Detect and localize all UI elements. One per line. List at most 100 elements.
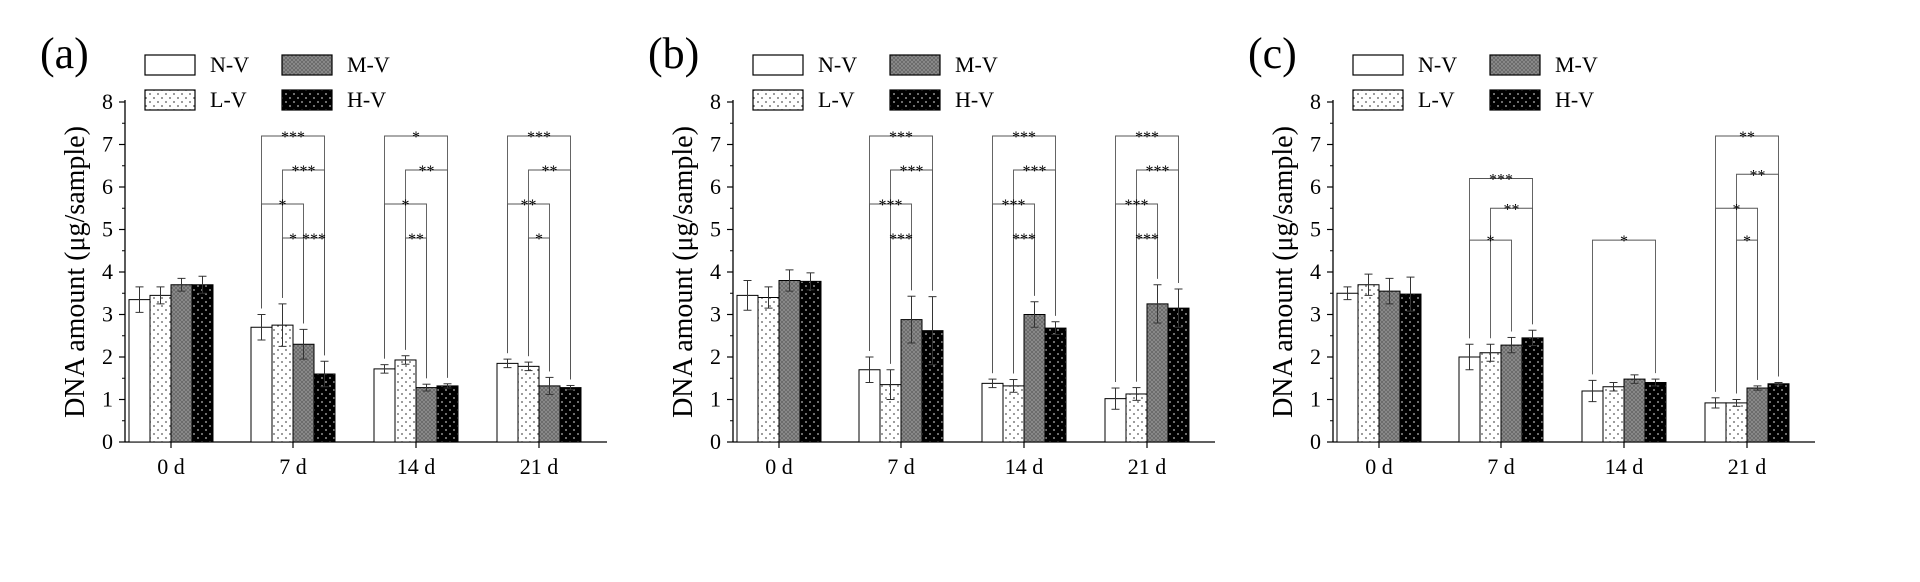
significance-label: ***: [1135, 231, 1159, 248]
y-axis-title: DNA amount (μg/sample): [60, 126, 91, 418]
bar-l-v-0d: [1357, 284, 1380, 443]
legend-swatch-n-v: [144, 54, 196, 76]
y-tick-label: 1: [1310, 387, 1321, 412]
bar-l-v-14d: [1002, 385, 1025, 443]
significance-label: ***: [1002, 197, 1026, 214]
y-tick-label: 5: [710, 217, 721, 242]
bar-n-v-14d: [981, 382, 1004, 443]
bar-m-v-0d: [170, 284, 193, 443]
y-tick-label: 8: [710, 89, 721, 114]
bar-h-v-21d: [1167, 307, 1190, 443]
bar-h-v-0d: [191, 284, 214, 443]
y-tick-label: 4: [1310, 259, 1321, 284]
bar-l-v-21d: [517, 365, 540, 443]
significance-label: ***: [1012, 129, 1036, 146]
legend-swatch-l-v: [752, 89, 804, 111]
bar-l-v-0d: [757, 297, 780, 443]
bar-m-v-0d: [778, 280, 801, 443]
panel-2: (b) N-V M-V L-V H-V DNA amount (μg/sample) 0 1 2…: [648, 29, 1215, 479]
bar-m-v-21d: [1146, 303, 1169, 443]
significance-label: **: [1750, 167, 1766, 184]
legend-label-m-v: M-V: [955, 52, 998, 77]
legend-swatch-m-v: [1489, 54, 1541, 76]
significance-bracket: [890, 237, 912, 364]
significance-label: ***: [527, 129, 551, 146]
significance-label: ***: [879, 197, 903, 214]
x-tick-label: 14 d: [1605, 454, 1644, 479]
significance-bracket: [1490, 207, 1533, 339]
legend: N-V M-V L-V H-V: [144, 52, 390, 112]
x-tick-label: 7 d: [279, 454, 307, 479]
significance-label: **: [521, 197, 537, 214]
bar-l-v-14d: [1602, 386, 1625, 443]
significance-label: ***: [1489, 172, 1513, 189]
significance-bracket: [303, 237, 325, 356]
bar-n-v-21d: [496, 362, 519, 443]
y-tick-label: 0: [1310, 429, 1321, 454]
significance-label: ***: [900, 163, 924, 180]
bar-h-v-0d: [1399, 293, 1422, 443]
y-axis-title: DNA amount (μg/sample): [1268, 126, 1299, 418]
x-tick-label: 14 d: [1005, 454, 1044, 479]
legend-swatch-l-v: [1352, 89, 1404, 111]
significance-label: **: [1739, 129, 1755, 146]
significance-label: *: [535, 231, 543, 248]
y-tick-label: 4: [710, 259, 721, 284]
y-axis-title: DNA amount (μg/sample): [668, 126, 699, 418]
y-tick-label: 3: [1310, 302, 1321, 327]
bar-m-v-14d: [1023, 314, 1046, 443]
panel-1: (a) N-V M-V L-V H-V DNA amount (μg/sample) 0 1 2…: [40, 29, 607, 479]
panel-3: (c) N-V M-V L-V H-V DNA amount (μg/sample) 0 1 2…: [1248, 29, 1815, 479]
legend-swatch-l-v: [144, 89, 196, 111]
bar-h-v-14d: [1044, 327, 1067, 443]
legend-label-l-v: L-V: [818, 87, 855, 112]
significance-label: ***: [292, 163, 316, 180]
y-tick-label: 7: [1310, 132, 1321, 157]
x-tick-label: 21 d: [520, 454, 559, 479]
bar-l-v-14d: [394, 359, 417, 443]
bar-m-v-0d: [1378, 290, 1401, 443]
legend-label-m-v: M-V: [1555, 52, 1598, 77]
significance-label: ***: [889, 231, 913, 248]
significance-label: ***: [281, 129, 305, 146]
y-tick-label: 8: [102, 89, 113, 114]
legend-swatch-n-v: [1352, 54, 1404, 76]
significance-label: *: [289, 231, 297, 248]
y-tick-label: 6: [102, 174, 113, 199]
significance-label: ***: [302, 231, 326, 248]
significance-label: **: [408, 231, 424, 248]
significance-bracket: [1592, 239, 1656, 375]
bar-l-v-7d: [1479, 352, 1502, 443]
significance-label: ***: [889, 129, 913, 146]
significance-label: **: [1504, 201, 1520, 218]
y-tick-label: 3: [102, 302, 113, 327]
legend-label-h-v: H-V: [347, 87, 386, 112]
bar-l-v-0d: [149, 294, 172, 443]
significance-label: *: [1620, 233, 1628, 250]
legend-label-m-v: M-V: [347, 52, 390, 77]
y-tick-label: 0: [102, 429, 113, 454]
significance-bracket: [384, 135, 448, 378]
bar-n-v-0d: [1336, 292, 1359, 443]
y-tick-label: 7: [710, 132, 721, 157]
bar-n-v-21d: [1704, 402, 1727, 443]
x-tick-label: 21 d: [1128, 454, 1167, 479]
legend-label-n-v: N-V: [818, 52, 857, 77]
x-tick-label: 21 d: [1728, 454, 1767, 479]
bar-n-v-14d: [373, 368, 396, 443]
significance-label: *: [1743, 233, 1751, 250]
bar-m-v-21d: [1746, 387, 1769, 443]
x-tick-label: 7 d: [1487, 454, 1515, 479]
legend-label-h-v: H-V: [1555, 87, 1594, 112]
legend-label-n-v: N-V: [210, 52, 249, 77]
legend-label-l-v: L-V: [1418, 87, 1455, 112]
significance-bracket: [1469, 239, 1512, 339]
y-tick-label: 4: [102, 259, 113, 284]
y-tick-label: 2: [102, 344, 113, 369]
significance-label: *: [1487, 233, 1495, 250]
legend-swatch-h-v: [281, 89, 333, 111]
panel-label: (c): [1248, 29, 1297, 78]
panel-label: (b): [648, 29, 699, 78]
bar-h-v-21d: [559, 387, 582, 443]
x-tick-label: 0 d: [765, 454, 793, 479]
